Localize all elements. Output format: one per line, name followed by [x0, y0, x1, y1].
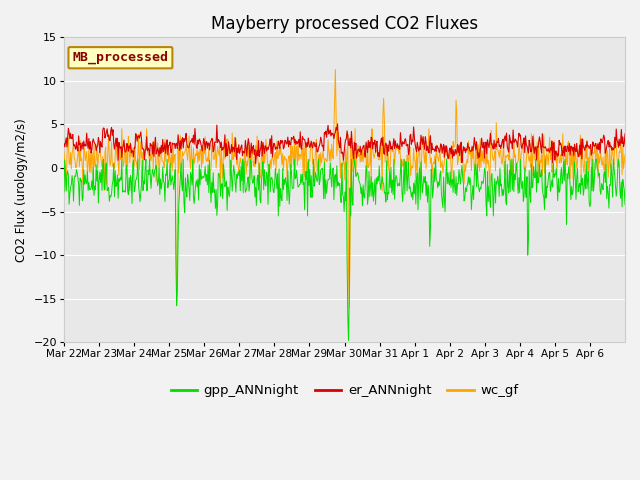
- Y-axis label: CO2 Flux (urology/m2/s): CO2 Flux (urology/m2/s): [15, 118, 28, 262]
- Text: MB_processed: MB_processed: [72, 51, 168, 64]
- Legend: gpp_ANNnight, er_ANNnight, wc_gf: gpp_ANNnight, er_ANNnight, wc_gf: [166, 379, 524, 403]
- Title: Mayberry processed CO2 Fluxes: Mayberry processed CO2 Fluxes: [211, 15, 478, 33]
